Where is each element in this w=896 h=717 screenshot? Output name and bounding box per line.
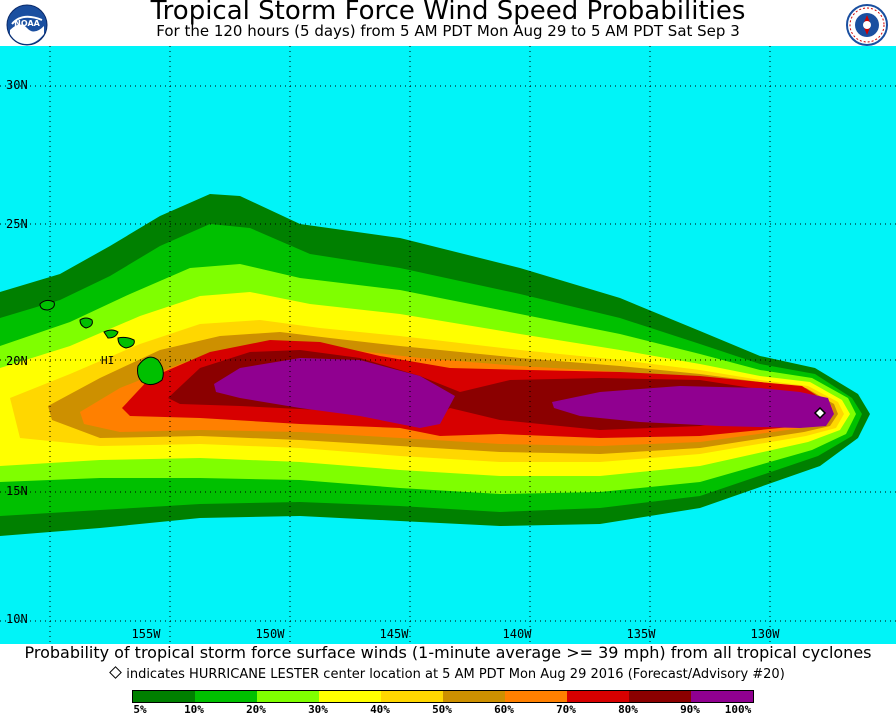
lat-label-30n: 30N xyxy=(6,78,28,92)
lon-label-155w: 155W xyxy=(131,627,161,641)
legend-swatch xyxy=(443,691,505,702)
legend-label: 90% xyxy=(680,703,700,716)
svg-text:NOAA: NOAA xyxy=(14,19,40,28)
header: Tropical Storm Force Wind Speed Probabil… xyxy=(0,0,896,46)
legend-label: 60% xyxy=(494,703,514,716)
map-caption: Probability of tropical storm force surf… xyxy=(24,643,872,662)
legend-swatch xyxy=(381,691,443,702)
footer: Probability of tropical storm force surf… xyxy=(0,643,896,717)
legend-swatch xyxy=(257,691,319,702)
legend-color-bar xyxy=(132,690,754,703)
legend-label: 20% xyxy=(246,703,266,716)
storm-indicator: indicates HURRICANE LESTER center locati… xyxy=(0,666,896,684)
legend-swatch xyxy=(319,691,381,702)
lon-label-135w: 135W xyxy=(626,627,656,641)
diamond-marker-icon xyxy=(109,666,123,679)
place-label-hi: HI xyxy=(101,354,115,367)
lat-label-10n: 10N xyxy=(6,612,28,626)
legend-label: 5% xyxy=(133,703,147,716)
legend-label: 100% xyxy=(724,703,752,716)
lat-label-20n: 20N xyxy=(6,354,28,368)
legend-label: 10% xyxy=(184,703,204,716)
lat-label-25n: 25N xyxy=(6,217,28,231)
legend-label: 40% xyxy=(370,703,390,716)
contour-90pct-east xyxy=(552,386,834,428)
lon-label-145w: 145W xyxy=(379,627,409,641)
legend-label: 30% xyxy=(308,703,328,716)
noaa-logo: NOAA xyxy=(6,4,48,46)
lat-label-15n: 15N xyxy=(6,484,28,498)
legend-swatch xyxy=(505,691,567,702)
nws-logo-icon xyxy=(846,4,888,46)
legend-labels: 5% 10% 20% 30% 40% 50% 60% 70% 80% 90% 100% xyxy=(0,703,896,717)
map-subtitle: For the 120 hours (5 days) from 5 AM PDT… xyxy=(156,22,740,40)
legend-label: 50% xyxy=(432,703,452,716)
map-title: Tropical Storm Force Wind Speed Probabil… xyxy=(150,0,746,26)
storm-indicator-text: indicates HURRICANE LESTER center locati… xyxy=(126,667,785,682)
contour-90pct xyxy=(214,358,455,428)
lon-label-130w: 130W xyxy=(750,627,780,641)
probability-contours xyxy=(0,46,896,644)
lon-label-140w: 140W xyxy=(502,627,532,641)
storm-center-marker xyxy=(813,406,827,420)
hawaii-islands xyxy=(39,299,164,386)
legend-swatch xyxy=(567,691,629,702)
legend-swatch xyxy=(629,691,691,702)
lon-label-150w: 150W xyxy=(255,627,285,641)
legend-swatch xyxy=(195,691,257,702)
legend-swatch xyxy=(691,691,753,702)
legend-label: 80% xyxy=(618,703,638,716)
legend-label: 70% xyxy=(556,703,576,716)
probability-map: 30N 25N 20N 15N 10N 155W 150W 145W 140W … xyxy=(0,46,896,644)
legend-swatch xyxy=(133,691,195,702)
